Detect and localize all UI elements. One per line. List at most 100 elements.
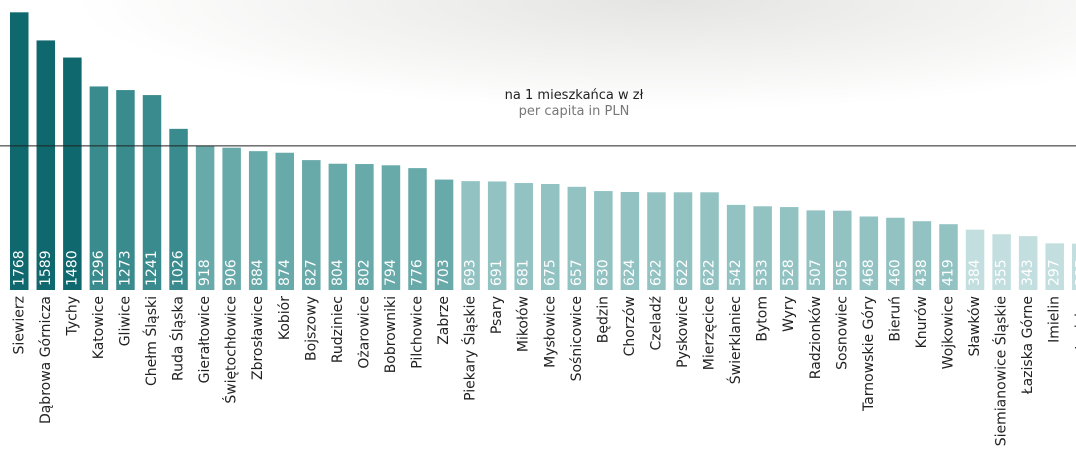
value-label: 1768 [11,250,27,286]
x-tick-label: Sławków [967,296,983,357]
x-tick-label: Siemianowice Śląskie [992,296,1010,446]
x-tick-label: Lędziny [1073,296,1076,350]
value-label: 468 [861,259,877,286]
x-tick-label: Bytom [755,296,771,342]
bar [912,221,932,290]
bar [36,40,56,290]
value-label: 622 [675,259,691,286]
value-label: 355 [994,259,1010,286]
value-label: 804 [330,259,346,286]
value-label: 675 [542,259,558,286]
value-label: 384 [967,259,983,286]
bar [753,206,772,290]
annotation: na 1 mieszkańca w zł [505,88,644,103]
value-label: 507 [808,259,824,286]
value-label: 343 [1020,259,1036,286]
bar [302,160,321,290]
x-tick-label: Świętochłowice [222,296,240,404]
value-label: 624 [622,259,638,286]
value-label: 693 [463,259,479,286]
x-tick-label: Pyskowice [675,296,691,368]
x-tick-label: Zbrosławice [250,296,266,380]
bar [647,192,666,290]
bar [116,90,135,290]
bar [195,145,215,290]
bar [965,229,985,290]
bar [275,152,294,290]
x-tick-label: Pilchowice [410,296,426,369]
bar [89,86,109,291]
value-label: 295 [1073,259,1076,286]
value-label: 884 [250,259,266,286]
bar [673,192,693,290]
bar [939,224,958,290]
value-label: 460 [887,259,903,286]
x-tick-label: Katowice [91,296,107,359]
x-tick-label: Bieruń [887,296,903,342]
bar [408,168,427,290]
value-label: 1480 [64,250,80,286]
x-tick-label: Tychy [64,296,80,337]
x-tick-label: Gierałtowice [197,296,213,383]
value-label: 1296 [91,250,107,286]
bar [434,179,454,290]
value-label: 794 [383,259,399,286]
x-tick-label: Psary [489,296,505,334]
x-tick-label: Piekary Śląskie [461,296,479,401]
x-tick-label: Sosnowiec [834,296,850,370]
x-tick-label: Chełm Śląski [142,296,160,386]
bar [487,181,507,290]
x-tick-label: Rudziniec [330,296,346,363]
value-label: 906 [224,259,240,286]
bar [726,204,746,290]
x-tick-label: Czeladź [648,296,664,350]
bar [1045,243,1064,290]
x-tick-label: Ożarowice [356,296,372,369]
bar [567,186,587,290]
bar [1072,243,1076,290]
bar [541,183,560,290]
bar [248,151,268,290]
bar [63,57,82,291]
x-tick-label: Knurów [914,296,930,348]
bar [1018,236,1038,290]
x-tick-label: Będzin [595,296,611,343]
value-label: 505 [834,259,850,286]
value-label: 297 [1047,259,1063,286]
bar [806,210,825,290]
x-tick-label: Świerklaniec [726,296,744,384]
bar [461,181,480,290]
value-label: 1589 [38,250,54,286]
bar [886,217,905,290]
x-tick-label: Bobrowniki [383,296,399,373]
x-tick-label: Dąbrowa Górnicza [38,296,54,424]
bar [222,147,241,290]
bar [620,191,640,290]
value-label: 874 [277,259,293,286]
x-tick-label: Łaziska Górne [1020,296,1036,395]
value-label: 528 [781,259,797,286]
x-tick-label: Mierzęcice [702,296,718,370]
value-label: 533 [755,259,771,286]
bar [594,191,613,290]
bar [10,12,29,291]
x-tick-label: Bojszowy [303,296,319,361]
x-tick-label: Mysłowice [542,296,558,368]
value-label: 918 [197,259,213,286]
value-label: 657 [569,259,585,286]
x-tick-label: Kobiór [277,296,293,340]
value-label: 1026 [171,250,187,286]
x-tick-label: Imielin [1047,296,1063,343]
bar [169,128,188,290]
x-tick-label: Gliwice [117,296,133,346]
value-label: 630 [595,259,611,286]
value-label: 681 [516,259,532,286]
bar [328,163,348,290]
bar [381,165,401,290]
value-label: 691 [489,259,505,286]
x-tick-label: Zabrze [436,296,452,345]
value-label: 703 [436,259,452,286]
x-tick-label: Chorzów [622,296,638,356]
bar [514,183,533,290]
